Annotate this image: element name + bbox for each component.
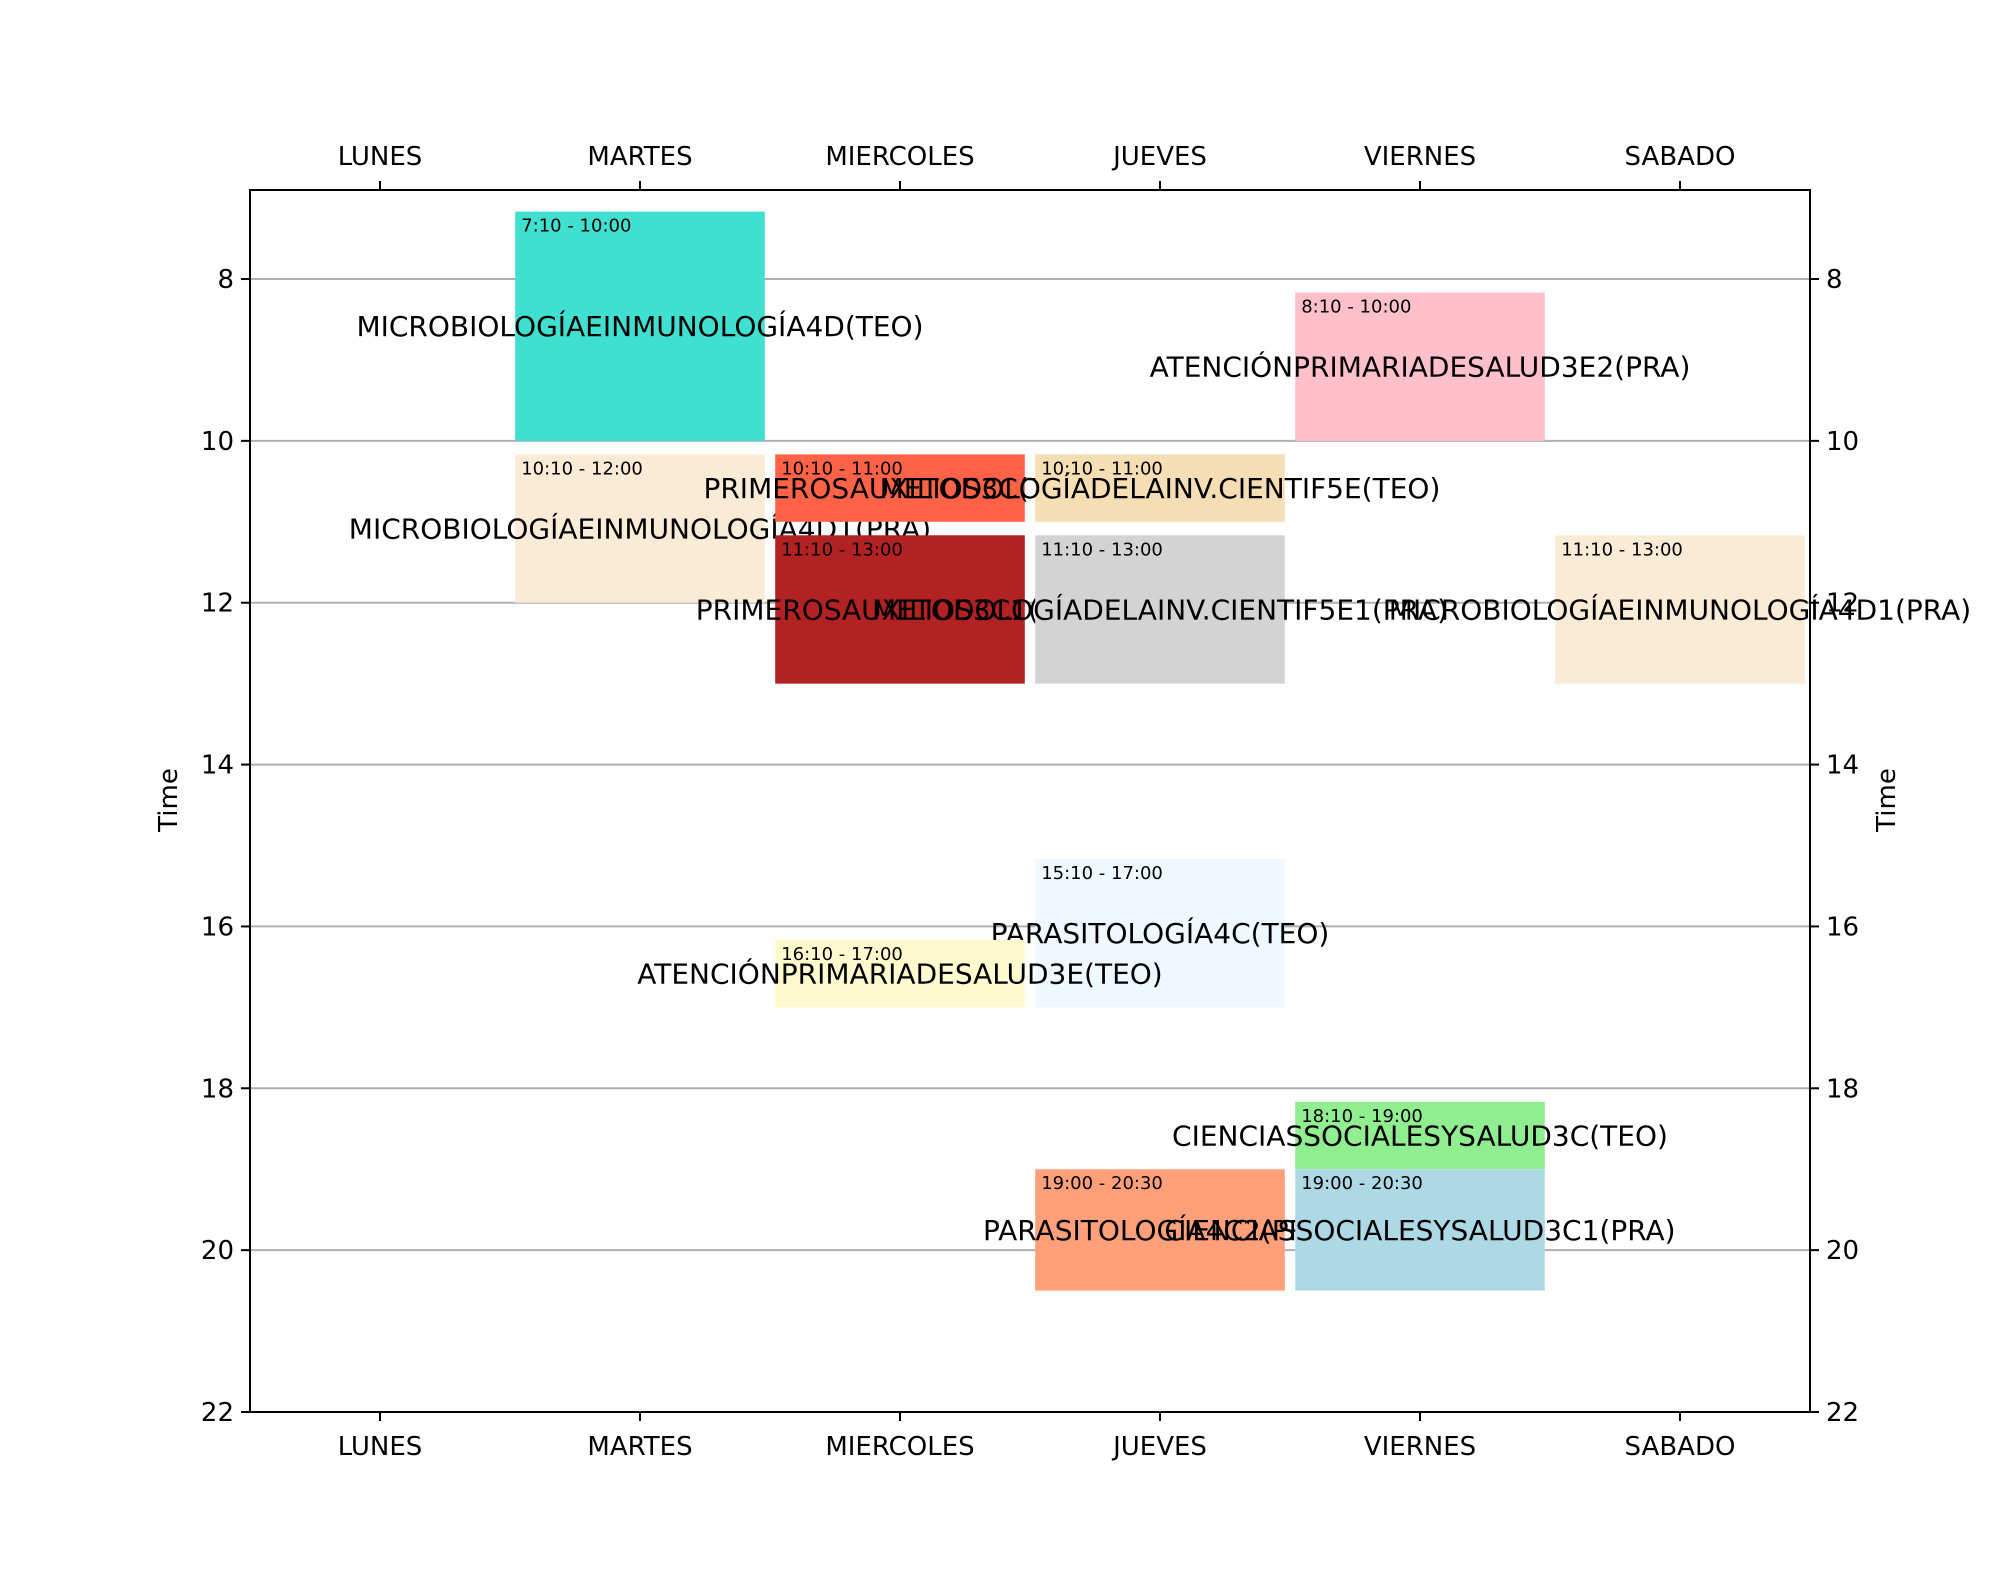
event-course-label: METODOLOGÍADELAINV.CIENTIF5E(TEO) [880, 471, 1441, 505]
event-block [1035, 859, 1285, 1008]
event-time-label: 10:10 - 12:00 [521, 458, 643, 479]
y-tick-label-left: 18 [201, 1074, 234, 1104]
y-tick-label-right: 12 [1826, 589, 1859, 619]
y-tick-label-left: 16 [201, 912, 234, 942]
event-block [775, 535, 1025, 684]
event-block [775, 939, 1025, 1008]
event-time-label: 18:10 - 19:00 [1301, 1106, 1423, 1127]
event-block [1555, 535, 1805, 684]
axes: 8 8 10 10 12 12 14 14 16 16 18 18 20 20 22 22 LUNES LUNES… [201, 142, 1859, 1462]
x-tick-label-bottom: JUEVES [1111, 1432, 1207, 1462]
y-tick-label-left: 14 [201, 751, 234, 781]
y-tick-label-left: 22 [201, 1398, 234, 1428]
y-axis-label-right: Time [1872, 768, 1902, 833]
event-time-label: 15:10 - 17:00 [1041, 863, 1163, 884]
event-time-label: 10:10 - 11:00 [1041, 458, 1163, 479]
x-tick-label-bottom: LUNES [338, 1432, 423, 1462]
x-tick-label-top: VIERNES [1364, 142, 1476, 172]
event-block [1035, 1169, 1285, 1291]
event-course-label: PRIMEROSAUXILIOS3C(TEO) [703, 472, 1096, 505]
event-time-label: 19:00 - 20:30 [1041, 1173, 1163, 1194]
event-block [1295, 1169, 1545, 1291]
y-tick-label-left: 8 [217, 265, 234, 295]
y-tick-label-right: 20 [1826, 1236, 1859, 1266]
x-tick-label-bottom: VIERNES [1364, 1432, 1476, 1462]
x-tick-label-bottom: SABADO [1625, 1432, 1736, 1462]
event-course-label: PARASITOLOGÍA4C(TEO) [991, 916, 1330, 950]
y-axis-label-left: Time [154, 768, 184, 833]
event-blocks: 7:10 - 10:00 MICROBIOLOGÍAEINMUNOLOGÍA4D(… [349, 211, 1971, 1291]
event-block [515, 454, 765, 603]
event-course-label: METODOLOGÍADELAINV.CIENTIF5E1(PRA) [872, 592, 1448, 626]
y-tick-label-right: 18 [1826, 1074, 1859, 1104]
event-course-label: ATENCIÓNPRIMARIADESALUD3E(TEO) [637, 957, 1162, 991]
grid-lines [250, 278, 1810, 1413]
x-tick-label-bottom: MARTES [587, 1432, 692, 1462]
y-tick-label-left: 20 [201, 1236, 234, 1266]
x-tick-label-bottom: MIERCOLES [825, 1432, 974, 1462]
event-course-label: ATENCIÓNPRIMARIADESALUD3E2(PRA) [1150, 350, 1691, 384]
event-time-label: 8:10 - 10:00 [1301, 297, 1411, 318]
event-time-label: 11:10 - 13:00 [1561, 539, 1683, 560]
event-block [515, 211, 765, 441]
x-tick-label-top: SABADO [1625, 142, 1736, 172]
event-time-label: 11:10 - 13:00 [781, 539, 903, 560]
event-block [1295, 292, 1545, 441]
event-block [1035, 535, 1285, 684]
event-time-label: 11:10 - 13:00 [1041, 539, 1163, 560]
y-tick-label-right: 10 [1826, 427, 1859, 457]
event-block [1295, 1101, 1545, 1170]
plot-frame [249, 189, 1811, 1413]
event-course-label: MICROBIOLOGÍAEINMUNOLOGÍA4D1(PRA) [1389, 592, 1971, 626]
y-tick-label-right: 16 [1826, 912, 1859, 942]
y-tick-label-right: 22 [1826, 1398, 1859, 1428]
plot-border [249, 189, 1811, 1413]
x-tick-label-top: MARTES [587, 142, 692, 172]
x-tick-label-top: LUNES [338, 142, 423, 172]
event-time-label: 19:00 - 20:30 [1301, 1173, 1423, 1194]
event-time-label: 16:10 - 17:00 [781, 944, 903, 965]
event-time-label: 7:10 - 10:00 [521, 216, 631, 237]
y-tick-label-left: 10 [201, 427, 234, 457]
event-time-label: 10:10 - 11:00 [781, 458, 903, 479]
y-tick-label-left: 12 [201, 589, 234, 619]
event-course-label: PARASITOLOGÍA4C2(PRA) [983, 1213, 1337, 1247]
event-course-label: CIENCIASSOCIALESYSALUD3C1(PRA) [1164, 1214, 1675, 1247]
event-block [1035, 454, 1285, 522]
y-tick-label-right: 8 [1826, 265, 1843, 295]
event-course-label: MICROBIOLOGÍAEINMUNOLOGÍA4D(TEO) [356, 309, 923, 343]
x-tick-label-top: MIERCOLES [825, 142, 974, 172]
event-block [775, 454, 1025, 522]
event-course-label: CIENCIASSOCIALESYSALUD3C(TEO) [1172, 1120, 1668, 1153]
y-tick-label-right: 14 [1826, 751, 1859, 781]
x-tick-label-top: JUEVES [1111, 142, 1207, 172]
